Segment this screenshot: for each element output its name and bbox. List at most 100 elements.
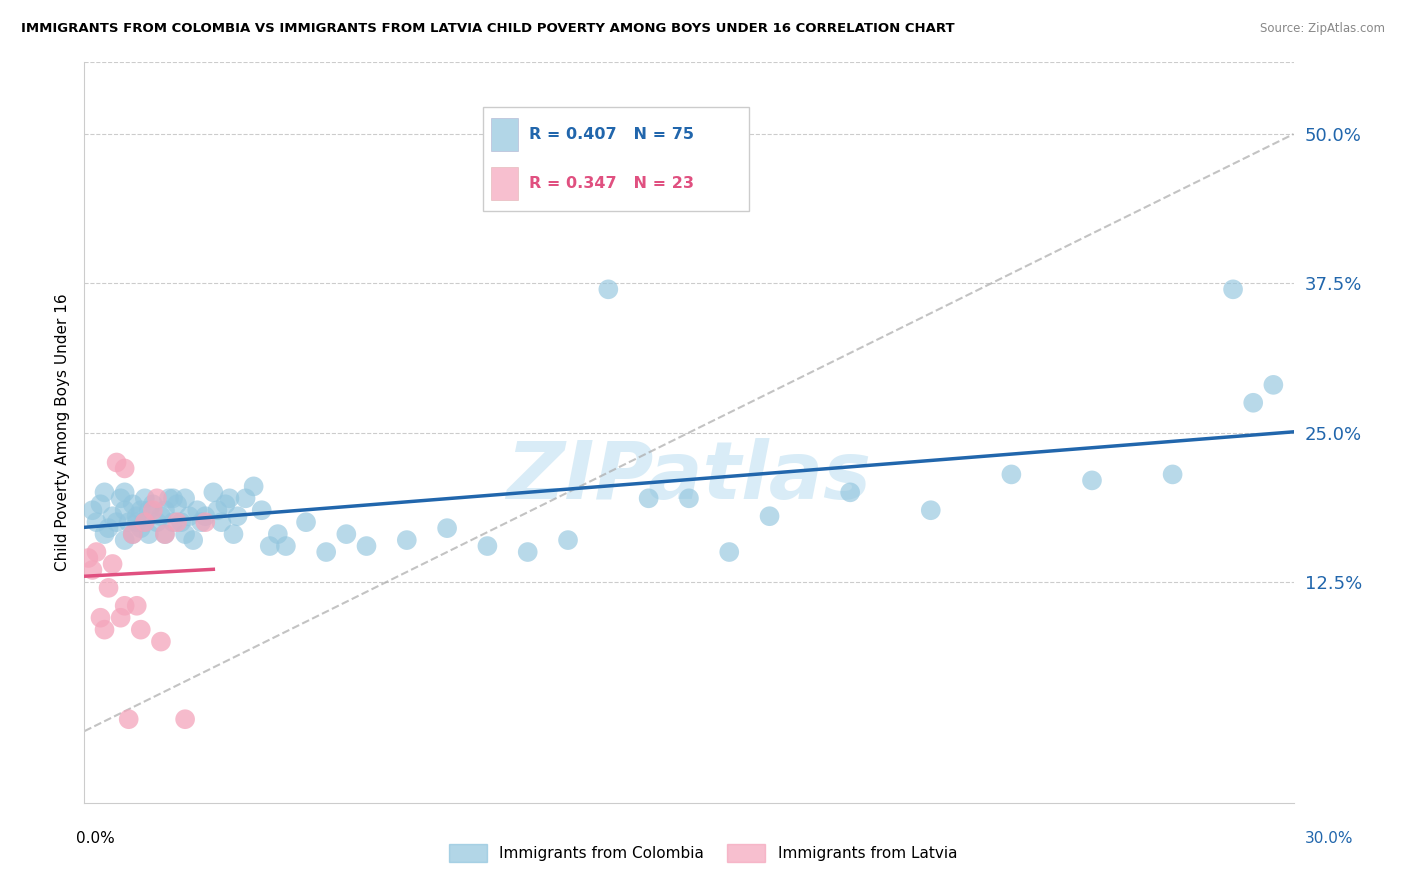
Point — [259, 539, 281, 553]
Point — [97, 521, 120, 535]
Point — [207, 503, 229, 517]
Point — [250, 503, 273, 517]
Point — [174, 491, 197, 506]
Point — [166, 497, 188, 511]
Point — [153, 527, 176, 541]
Point — [82, 503, 104, 517]
Text: 0.0%: 0.0% — [76, 831, 115, 846]
Point — [1263, 377, 1285, 392]
Point — [194, 509, 217, 524]
Point — [134, 515, 156, 529]
Point — [920, 503, 942, 517]
Point — [142, 497, 165, 511]
Point — [222, 527, 245, 541]
Point — [146, 491, 169, 506]
Point — [121, 497, 143, 511]
Point — [118, 515, 141, 529]
Point — [125, 509, 148, 524]
Point — [129, 623, 152, 637]
Point — [436, 521, 458, 535]
Point — [516, 545, 538, 559]
Point — [335, 527, 357, 541]
Point — [134, 515, 156, 529]
Point — [242, 479, 264, 493]
Point — [138, 527, 160, 541]
Point — [166, 515, 188, 529]
Point — [190, 515, 212, 529]
Point — [274, 539, 297, 553]
Point — [214, 497, 236, 511]
Point — [395, 533, 418, 547]
Point — [93, 527, 115, 541]
Point — [758, 509, 780, 524]
Point — [218, 491, 240, 506]
Point — [356, 539, 378, 553]
Point — [77, 551, 100, 566]
Point — [89, 497, 111, 511]
Point — [1081, 474, 1104, 488]
Point — [295, 515, 318, 529]
Text: Source: ZipAtlas.com: Source: ZipAtlas.com — [1260, 22, 1385, 36]
Point — [839, 485, 862, 500]
Point — [194, 515, 217, 529]
Point — [89, 611, 111, 625]
Point — [129, 503, 152, 517]
Point — [179, 509, 201, 524]
Point — [153, 503, 176, 517]
Point — [149, 634, 172, 648]
Point — [315, 545, 337, 559]
Point — [118, 712, 141, 726]
Point — [105, 455, 128, 469]
Point — [146, 515, 169, 529]
Point — [105, 515, 128, 529]
Point — [181, 533, 204, 547]
Point — [110, 611, 132, 625]
Point — [129, 521, 152, 535]
Point — [114, 503, 136, 517]
Point — [93, 623, 115, 637]
Point — [678, 491, 700, 506]
Point — [1222, 282, 1244, 296]
Point — [202, 485, 225, 500]
Point — [1161, 467, 1184, 482]
Point — [267, 527, 290, 541]
Point — [121, 527, 143, 541]
Point — [110, 491, 132, 506]
Text: ZIPatlas: ZIPatlas — [506, 438, 872, 516]
Point — [718, 545, 741, 559]
Point — [1000, 467, 1022, 482]
Point — [170, 515, 193, 529]
Point — [125, 599, 148, 613]
Point — [82, 563, 104, 577]
Point — [138, 503, 160, 517]
Y-axis label: Child Poverty Among Boys Under 16: Child Poverty Among Boys Under 16 — [55, 293, 70, 572]
Point — [142, 503, 165, 517]
Point — [101, 509, 124, 524]
Point — [162, 491, 184, 506]
Point — [162, 515, 184, 529]
Point — [477, 539, 499, 553]
Point — [134, 491, 156, 506]
Point — [114, 533, 136, 547]
Text: 30.0%: 30.0% — [1305, 831, 1353, 846]
Point — [86, 545, 108, 559]
Point — [235, 491, 257, 506]
Point — [93, 485, 115, 500]
Point — [174, 527, 197, 541]
Point — [153, 527, 176, 541]
Point — [557, 533, 579, 547]
Point — [149, 509, 172, 524]
Point — [114, 485, 136, 500]
Point — [121, 527, 143, 541]
Point — [174, 712, 197, 726]
Text: IMMIGRANTS FROM COLOMBIA VS IMMIGRANTS FROM LATVIA CHILD POVERTY AMONG BOYS UNDE: IMMIGRANTS FROM COLOMBIA VS IMMIGRANTS F… — [21, 22, 955, 36]
Point — [598, 282, 620, 296]
Point — [637, 491, 659, 506]
Point — [226, 509, 249, 524]
Point — [157, 491, 180, 506]
Point — [186, 503, 208, 517]
Point — [1241, 396, 1264, 410]
Point — [114, 461, 136, 475]
Point — [86, 515, 108, 529]
Point — [125, 515, 148, 529]
